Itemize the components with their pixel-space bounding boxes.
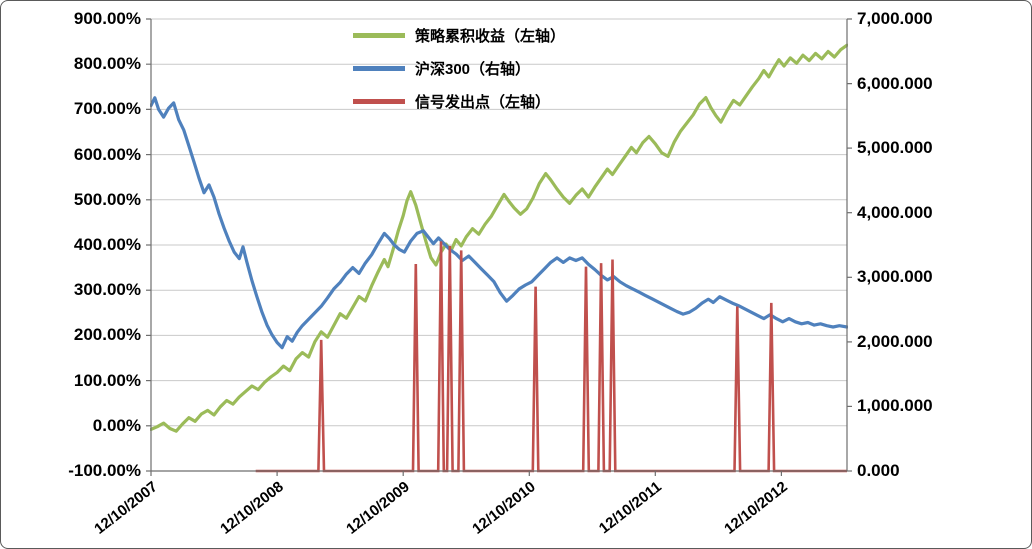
left-axis-tick-label: 700.00% <box>73 99 141 119</box>
legend-line-swatch-blue <box>353 66 405 71</box>
legend-line-swatch-red <box>353 99 405 104</box>
legend-label-csi300: 沪深300（右轴） <box>415 61 531 78</box>
right-axis-tick-label: 2,000.000 <box>857 331 933 351</box>
left-axis-tick-label: 500.00% <box>73 189 141 209</box>
left-axis-tick-label: 900.00% <box>73 9 141 28</box>
left-axis-tick-label: 800.00% <box>73 54 141 74</box>
left-axis-tick-label: 400.00% <box>73 235 141 254</box>
right-axis-tick-label: 0.000 <box>857 461 900 480</box>
right-axis-tick-label: 6,000.000 <box>857 73 933 93</box>
legend-label-strategy-return: 策略累积收益（左轴） <box>415 28 566 45</box>
legend-label-signal-points: 信号发出点（左轴） <box>415 94 551 111</box>
right-axis-tick-label: 7,000.000 <box>857 9 933 28</box>
legend-item-strategy-return: 策略累积收益（左轴） <box>353 19 565 52</box>
right-axis-tick-label: 4,000.000 <box>857 202 933 222</box>
left-axis-tick-label: 100.00% <box>73 370 141 390</box>
legend-item-csi300: 沪深300（右轴） <box>353 52 565 85</box>
right-axis-tick-label: 3,000.000 <box>857 267 933 287</box>
legend: 策略累积收益（左轴） 沪深300（右轴） 信号发出点（左轴） <box>353 19 565 118</box>
left-axis-tick-label: 0.00% <box>92 415 141 435</box>
left-axis-tick-label: -100.00% <box>68 461 141 480</box>
legend-line-swatch-green <box>353 33 405 38</box>
left-axis-tick-label: 600.00% <box>73 144 141 164</box>
left-axis-tick-label: 200.00% <box>73 325 141 345</box>
right-axis-tick-label: 5,000.000 <box>857 138 933 158</box>
legend-item-signal-points: 信号发出点（左轴） <box>353 85 565 118</box>
right-axis-tick-label: 1,000.000 <box>857 396 933 416</box>
left-axis-tick-label: 300.00% <box>73 280 141 300</box>
